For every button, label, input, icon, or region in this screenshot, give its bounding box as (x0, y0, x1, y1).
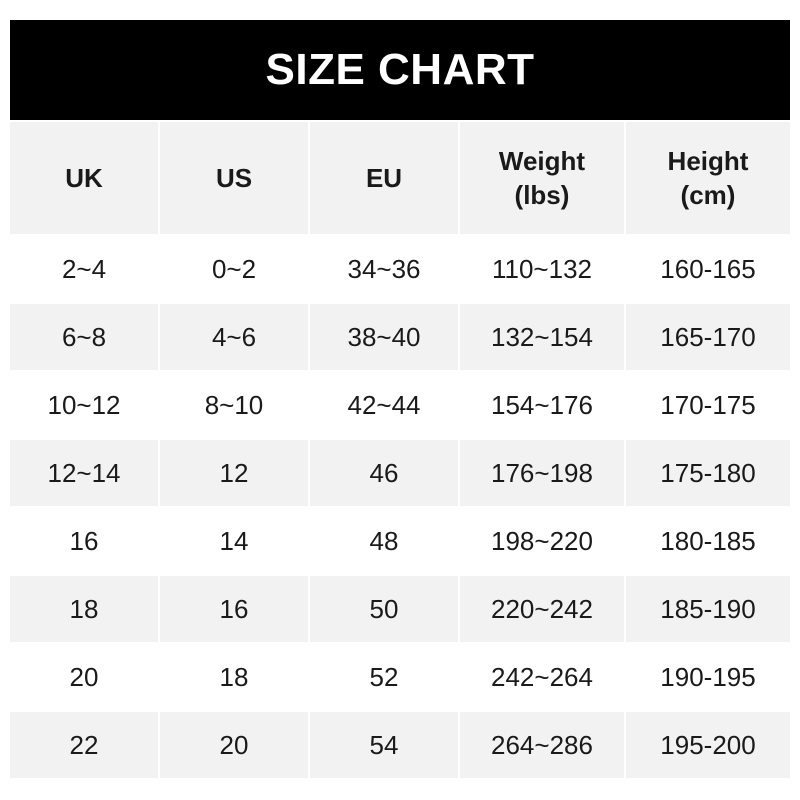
table-cell: 185-190 (626, 576, 790, 642)
table-cell: 170-175 (660, 389, 756, 420)
size-table: UK US EU Weight (lbs) Height (cm) 2~4 0~2 34~36… (10, 122, 790, 778)
table-cell: 165-170 (626, 304, 790, 370)
table-cell: 12 (160, 440, 308, 506)
table-cell: 18 (219, 661, 249, 692)
table-cell: 180-185 (660, 525, 756, 556)
table-cell: 46 (310, 440, 458, 506)
table-cell: 42~44 (347, 389, 421, 420)
table-cell: 175-180 (626, 440, 790, 506)
table-cell: 20 (160, 712, 308, 778)
table-cell: 8~10 (204, 389, 264, 420)
table-cell: 38~40 (310, 304, 458, 370)
table-cell: 48 (369, 525, 399, 556)
table-cell: 242~264 (491, 661, 593, 692)
table-cell: 52 (369, 661, 399, 692)
table-cell: 54 (310, 712, 458, 778)
table-cell: 2~4 (61, 253, 107, 284)
table-cell: 110~132 (491, 253, 592, 284)
column-header: US (160, 122, 308, 234)
table-cell: 22 (10, 712, 158, 778)
table-cell: 16 (69, 525, 99, 556)
column-header: UK (10, 122, 158, 234)
table-cell: 4~6 (160, 304, 308, 370)
table-cell: 264~286 (460, 712, 624, 778)
page-title: SIZE CHART (10, 20, 790, 120)
table-cell: 176~198 (460, 440, 624, 506)
table-cell: 0~2 (211, 253, 257, 284)
table-cell: 14 (219, 525, 249, 556)
table-cell: 50 (310, 576, 458, 642)
table-cell: 6~8 (10, 304, 158, 370)
column-header: Weight (lbs) (460, 122, 624, 234)
table-cell: 12~14 (10, 440, 158, 506)
table-cell: 198~220 (491, 525, 593, 556)
column-header: EU (310, 122, 458, 234)
table-cell: 16 (160, 576, 308, 642)
table-cell: 132~154 (460, 304, 624, 370)
column-header: Height (cm) (626, 122, 790, 234)
table-cell: 18 (10, 576, 158, 642)
table-cell: 220~242 (460, 576, 624, 642)
table-cell: 154~176 (491, 389, 593, 420)
table-cell: 10~12 (47, 389, 121, 420)
table-cell: 190-195 (660, 661, 756, 692)
table-cell: 20 (69, 661, 99, 692)
table-cell: 160-165 (660, 253, 756, 284)
table-cell: 195-200 (626, 712, 790, 778)
table-cell: 34~36 (347, 253, 421, 284)
